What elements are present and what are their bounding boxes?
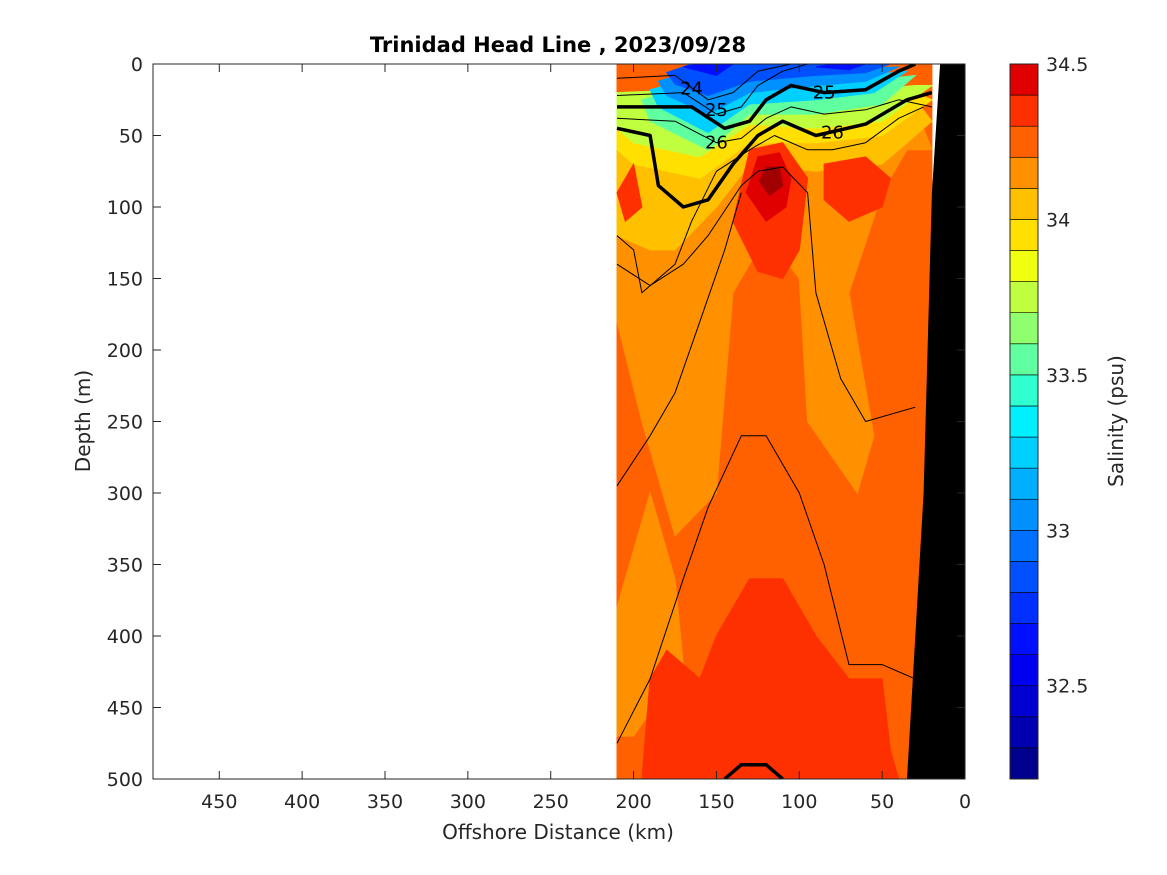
- colorbar-swatch: [1009, 219, 1039, 251]
- y-tick-label: 500: [107, 769, 143, 791]
- colorbar-frame: [1009, 63, 1039, 780]
- x-tick-label: 400: [284, 791, 320, 813]
- colorbar-swatch: [1009, 156, 1039, 189]
- colorbar-swatch: [1009, 63, 1039, 96]
- bathymetry-shape: [907, 64, 965, 779]
- salinity-band-16: [616, 162, 643, 223]
- contour-label-25: 25: [813, 83, 836, 104]
- x-tick-label: 350: [367, 791, 403, 813]
- salinity-band-14: [758, 166, 784, 197]
- density-contour-6: [616, 166, 916, 422]
- contour-label-24: 24: [680, 78, 703, 99]
- x-tick-label: 150: [698, 791, 734, 813]
- y-tick-label: 150: [107, 269, 143, 291]
- salinity-field: [616, 64, 934, 779]
- colorbar: 32.5 33 33.5 34 34.5: [1009, 54, 1088, 780]
- colorbar-swatch: [1009, 125, 1039, 158]
- colorbar-swatch: [1009, 747, 1039, 780]
- x-tick-label: 450: [201, 791, 237, 813]
- x-tick-label: 50: [870, 791, 894, 813]
- y-tick-label: 300: [107, 483, 143, 505]
- colorbar-swatch: [1009, 405, 1039, 438]
- x-tick-label: 0: [959, 791, 971, 813]
- density-contour-7: [616, 192, 742, 487]
- colorbar-swatch: [1009, 623, 1039, 655]
- density-contour-3: [616, 99, 933, 144]
- colorbar-tick-label: 34.5: [1046, 54, 1088, 76]
- colorbar-swatch: [1009, 374, 1039, 407]
- y-tick-label: 50: [119, 126, 143, 148]
- y-tick-label: 400: [107, 626, 143, 648]
- x-tick-label: 200: [615, 791, 651, 813]
- y-tick-label: 200: [107, 340, 143, 362]
- colorbar-swatch: [1009, 530, 1039, 562]
- y-tick-label: 100: [107, 197, 143, 219]
- colorbar-tick-label: 34: [1046, 209, 1070, 231]
- colorbar-swatch: [1009, 498, 1039, 531]
- density-contour-8: [616, 435, 916, 744]
- salinity-band-11: [815, 64, 866, 71]
- colorbar-swatch: [1009, 592, 1039, 624]
- y-axis-label: Depth (m): [71, 370, 95, 472]
- colorbar-swatch: [1009, 654, 1039, 687]
- colorbar-swatch: [1009, 716, 1039, 749]
- colorbar-swatch: [1009, 94, 1039, 127]
- contour-label-26: 26: [821, 123, 844, 144]
- colorbar-swatch: [1009, 281, 1039, 313]
- density-contour-4: [616, 90, 933, 209]
- colorbar-tick-label: 33.5: [1046, 365, 1088, 387]
- contour-label-26: 26: [705, 133, 728, 154]
- colorbar-swatch: [1009, 312, 1039, 345]
- contour-label-25: 25: [705, 100, 728, 121]
- y-tick-label: 250: [107, 412, 143, 434]
- colorbar-swatch: [1009, 685, 1039, 718]
- y-tick-label: 0: [131, 54, 143, 76]
- x-axis-label: Offshore Distance (km): [442, 820, 674, 844]
- y-axis-ticks: 0 50 100 150 200 250 300 350 400 450 500: [107, 54, 965, 791]
- colorbar-swatch: [1009, 250, 1039, 282]
- density-contour-0: [616, 64, 792, 101]
- seafloor: [907, 64, 965, 779]
- colorbar-tick-label: 33: [1046, 520, 1070, 542]
- density-contour-2: [617, 64, 916, 131]
- x-axis-ticks: 450 400 350 300 250 200 150 100 50 0: [201, 64, 971, 813]
- chart-title: Trinidad Head Line , 2023/09/28: [370, 33, 746, 57]
- density-contour-1: [616, 64, 808, 115]
- colorbar-swatch: [1009, 188, 1039, 220]
- colorbar-swatch: [1009, 343, 1039, 376]
- x-tick-label: 300: [450, 791, 486, 813]
- colorbar-swatch: [1009, 467, 1039, 500]
- colorbar-swatch: [1009, 436, 1039, 469]
- x-tick-label: 100: [781, 791, 817, 813]
- density-contour-5: [616, 106, 924, 294]
- colorbar-label: Salinity (psu): [1104, 355, 1128, 487]
- salinity-band-10: [683, 64, 734, 76]
- colorbar-tick-label: 32.5: [1046, 676, 1088, 698]
- salinity-band-9: [665, 64, 891, 97]
- colorbar-swatch: [1009, 561, 1039, 593]
- y-tick-label: 450: [107, 698, 143, 720]
- salinity-band-17: [641, 578, 900, 779]
- x-tick-label: 250: [533, 791, 569, 813]
- y-tick-label: 350: [107, 555, 143, 577]
- density-contour-9: [723, 762, 784, 779]
- salinity-band-15: [823, 156, 891, 222]
